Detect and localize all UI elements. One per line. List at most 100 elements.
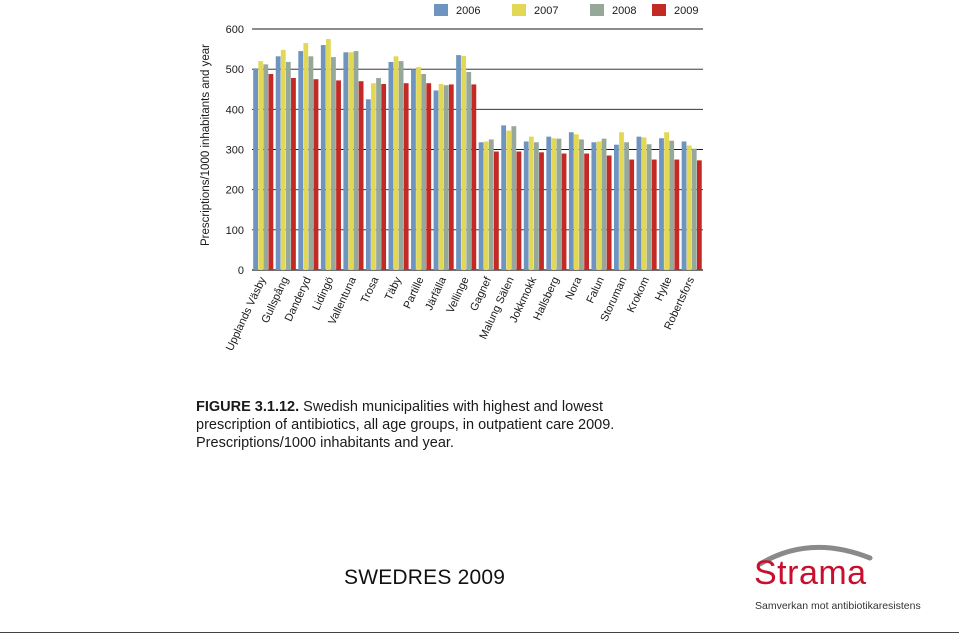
bar xyxy=(659,138,664,270)
bar xyxy=(376,78,381,271)
y-tick-label: 200 xyxy=(226,185,244,197)
figure-caption: FIGURE 3.1.12. Swedish municipalities wi… xyxy=(196,398,666,452)
bar xyxy=(641,137,647,270)
footer-title: SWEDRES 2009 xyxy=(344,566,506,589)
bar xyxy=(421,73,427,270)
bar xyxy=(325,39,331,270)
figure-caption-text: Swedish municipalities with highest and … xyxy=(196,399,615,451)
bar xyxy=(443,85,449,270)
bar xyxy=(539,152,544,270)
bar xyxy=(426,83,432,270)
y-tick-label: 400 xyxy=(226,104,244,116)
logo-wordmark: Strama xyxy=(754,554,867,592)
bar xyxy=(388,61,394,270)
bar xyxy=(393,56,399,271)
figure-label: FIGURE 3.1.12. xyxy=(196,399,300,415)
bar xyxy=(285,61,291,270)
x-tick-label: Trosa xyxy=(359,274,382,305)
bar xyxy=(358,81,364,270)
y-tick-labels: 0 100 200 300 400 500 600 xyxy=(226,24,244,277)
bar xyxy=(275,56,281,271)
bar xyxy=(691,148,697,270)
bar xyxy=(646,144,652,270)
bar xyxy=(494,151,499,270)
x-tick-label: Täby xyxy=(383,275,404,303)
bars xyxy=(253,39,702,271)
logo-arc-icon xyxy=(757,544,873,567)
bar xyxy=(506,130,512,270)
legend-swatch xyxy=(652,4,666,16)
bar xyxy=(551,138,557,270)
y-tick-label: 600 xyxy=(226,24,244,36)
bar xyxy=(433,90,439,270)
legend-label: 2006 xyxy=(456,5,480,17)
bar xyxy=(438,84,444,270)
bar xyxy=(291,78,296,271)
bar xyxy=(651,159,657,270)
y-tick-label: 500 xyxy=(226,64,244,76)
bar xyxy=(298,51,304,270)
legend-swatch xyxy=(512,4,526,16)
x-tick-label: Nora xyxy=(563,274,584,301)
logo-tagline: Samverkan mot antibiotikaresistens xyxy=(755,600,921,612)
bar xyxy=(511,126,517,270)
x-tick-label: Hylte xyxy=(653,275,674,303)
bar xyxy=(561,153,567,270)
bar xyxy=(483,141,489,270)
bar xyxy=(636,136,642,270)
bar xyxy=(516,151,522,270)
bar xyxy=(263,64,269,270)
bar xyxy=(381,84,387,270)
bar xyxy=(308,56,314,271)
bar xyxy=(686,145,692,270)
bar xyxy=(501,125,507,271)
bar xyxy=(343,52,349,271)
bar-chart: 0 100 200 300 400 500 600 Upplands VäsbyGullsp… xyxy=(200,4,703,353)
gridlines xyxy=(252,28,703,271)
x-tick-label: Falun xyxy=(584,275,607,305)
bar xyxy=(331,57,336,270)
bar xyxy=(411,69,416,271)
bar xyxy=(478,142,484,270)
bar xyxy=(528,136,534,270)
bar xyxy=(348,52,354,271)
bar xyxy=(461,55,467,270)
bar xyxy=(681,141,687,270)
legend-label: 2008 xyxy=(612,5,636,17)
bar xyxy=(619,132,624,270)
legend-swatch xyxy=(590,4,604,16)
legend-label: 2009 xyxy=(674,5,698,17)
y-tick-label: 300 xyxy=(226,145,244,157)
bar xyxy=(534,142,539,270)
bar xyxy=(320,45,326,270)
legend: 2006 2007 2008 2009 xyxy=(434,4,698,17)
bar xyxy=(336,80,341,270)
bar xyxy=(313,79,319,270)
bar xyxy=(365,99,371,271)
bar xyxy=(606,155,612,270)
bar xyxy=(466,71,472,270)
bar xyxy=(253,68,258,270)
bar xyxy=(371,83,376,270)
bottom-divider xyxy=(0,632,959,633)
bar xyxy=(556,138,562,270)
y-axis-label: Prescriptions/1000 inhabitants and year xyxy=(200,44,212,246)
y-tick-label: 0 xyxy=(238,265,244,277)
x-tick-labels: Upplands VäsbyGullspångDanderydLidingöVa… xyxy=(224,274,697,353)
bar xyxy=(448,84,454,271)
bar xyxy=(674,159,680,270)
bar xyxy=(596,141,602,270)
bar xyxy=(353,51,359,270)
bar xyxy=(398,61,404,271)
bar xyxy=(403,83,409,270)
bar xyxy=(669,140,675,270)
x-tick-label: Partille xyxy=(401,275,426,311)
bar xyxy=(629,159,635,270)
bar xyxy=(488,139,494,270)
bar xyxy=(601,138,607,270)
bar xyxy=(574,134,579,270)
bar xyxy=(471,84,477,271)
bar xyxy=(591,142,597,270)
y-tick-label: 100 xyxy=(226,225,244,237)
bar xyxy=(664,132,669,270)
